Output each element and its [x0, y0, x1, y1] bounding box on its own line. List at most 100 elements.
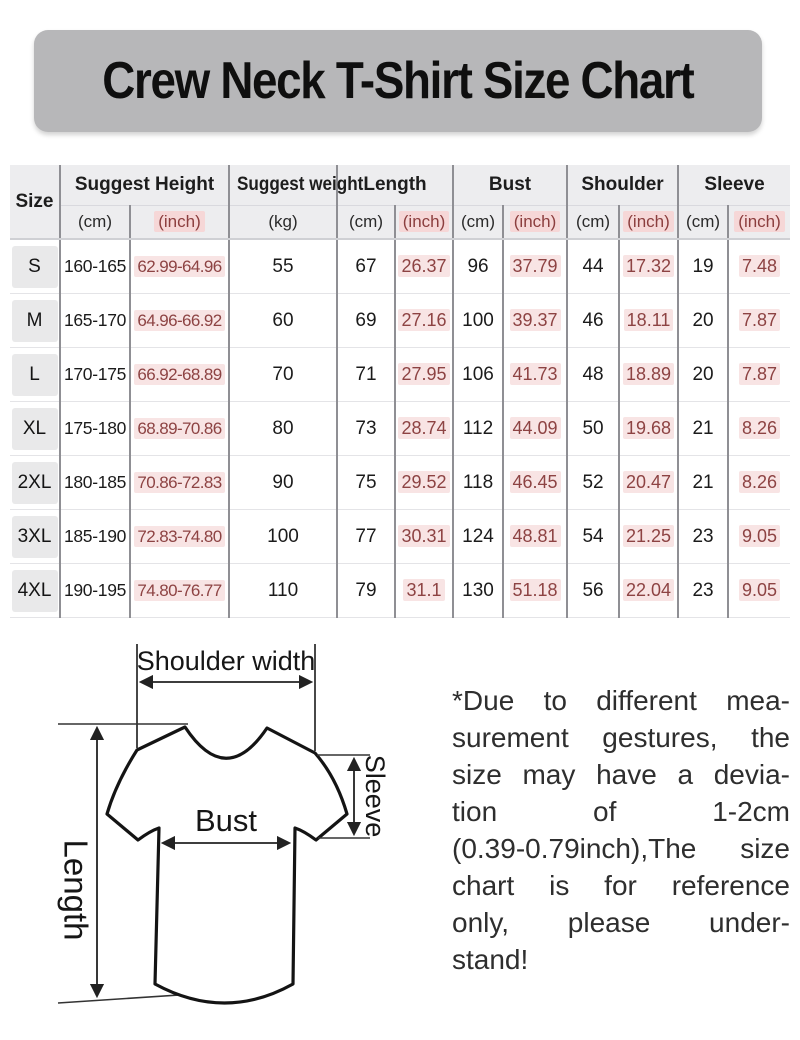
- sleeve-cm-cell: 20: [678, 293, 730, 348]
- sleeve-inch-value: 7.87: [739, 363, 781, 385]
- tshirt-diagram: Shoulder width Length Bust Sleeve: [58, 644, 390, 1005]
- shoulder-inch-value: 17.32: [623, 255, 675, 277]
- weight-kg-cell: 100: [229, 509, 338, 564]
- shoulder-cm-cell: 44: [567, 239, 621, 294]
- shoulder-inch-cell: 22.04: [619, 563, 680, 618]
- bust-inch-value: 51.18: [509, 579, 561, 601]
- sleeve-cm-cell: 23: [678, 509, 730, 564]
- length-inch-value: 26.37: [398, 255, 450, 277]
- table-row-s: S 160-165 62.99-64.96 55 67 26.37 96 37.…: [10, 239, 791, 294]
- sleeve-cm-cell: 19: [678, 239, 730, 294]
- shoulder-inch-cell: 18.11: [619, 293, 680, 348]
- bust-cm-cell: 106: [453, 347, 505, 402]
- height-cm-cell: 190-195: [60, 563, 131, 618]
- note-line: tion of 1-2cm: [452, 796, 790, 827]
- bust-cm-cell: 100: [453, 293, 505, 348]
- shoulder-cm-cell: 56: [567, 563, 621, 618]
- unit-cm-header: (cm): [567, 205, 621, 240]
- height-cm-cell: 170-175: [60, 347, 131, 402]
- weight-kg-cell: 80: [229, 401, 338, 456]
- shoulder-inch-value: 21.25: [623, 525, 675, 547]
- size-cell: 4XL: [10, 563, 61, 618]
- bust-cm-cell: 124: [453, 509, 505, 564]
- sleeve-inch-value: 7.48: [739, 255, 781, 277]
- length-inch-cell: 30.31: [395, 509, 455, 564]
- height-cm-cell: 180-185: [60, 455, 131, 510]
- disclaimer-note: *Due to different mea- surement gestures…: [452, 682, 790, 978]
- length-cm-cell: 71: [337, 347, 396, 402]
- size-badge: XL: [11, 407, 58, 450]
- sleeve-inch-cell: 8.26: [728, 401, 791, 456]
- table-row-3xl: 3XL 185-190 72.83-74.80 100 77 30.31 124…: [10, 509, 791, 564]
- sleeve-cm-cell: 21: [678, 455, 730, 510]
- size-cell: 2XL: [10, 455, 61, 510]
- length-cm-cell: 75: [337, 455, 396, 510]
- th-suggest-weight: Suggest weight: [229, 165, 363, 206]
- bust-label: Bust: [195, 803, 257, 838]
- height-cm-cell: 160-165: [60, 239, 131, 294]
- size-cell: S: [10, 239, 61, 294]
- table-row-xl: XL 175-180 68.89-70.86 80 73 28.74 112 4…: [10, 401, 791, 456]
- unit-inch-label: (inch): [623, 211, 674, 232]
- sleeve-inch-value: 9.05: [739, 525, 781, 547]
- shoulder-inch-cell: 20.47: [619, 455, 680, 510]
- length-label: Length: [58, 840, 95, 941]
- th-size: Size: [10, 165, 61, 240]
- shoulder-cm-cell: 52: [567, 455, 621, 510]
- length-inch-cell: 27.95: [395, 347, 455, 402]
- height-inch-cell: 70.86-72.83: [130, 455, 230, 510]
- size-chart-table: Size Suggest Height Suggest weight Lengt…: [10, 165, 791, 618]
- unit-kg-header: (kg): [229, 205, 338, 240]
- title-banner: Crew Neck T-Shirt Size Chart: [34, 30, 762, 132]
- unit-cm-header: (cm): [60, 205, 131, 240]
- bust-cm-cell: 112: [453, 401, 505, 456]
- length-cm-cell: 69: [337, 293, 396, 348]
- shoulder-inch-cell: 17.32: [619, 239, 680, 294]
- sleeve-inch-cell: 7.87: [728, 347, 791, 402]
- unit-inch-header: (inch): [130, 205, 230, 240]
- sleeve-inch-value: 8.26: [739, 417, 781, 439]
- weight-kg-cell: 55: [229, 239, 338, 294]
- unit-inch-label: (inch): [398, 211, 450, 232]
- length-inch-cell: 29.52: [395, 455, 455, 510]
- note-line: only, please under-: [452, 907, 790, 938]
- bust-inch-value: 46.45: [509, 471, 561, 493]
- shoulder-width-label: Shoulder width: [137, 646, 316, 676]
- height-inch-value: 74.80-76.77: [134, 579, 225, 601]
- bust-cm-cell: 130: [453, 563, 505, 618]
- table-row-4xl: 4XL 190-195 74.80-76.77 110 79 31.1 130 …: [10, 563, 791, 618]
- size-badge: L: [11, 353, 58, 396]
- weight-kg-cell: 60: [229, 293, 338, 348]
- length-inch-cell: 28.74: [395, 401, 455, 456]
- length-inch-value: 29.52: [398, 471, 450, 493]
- size-cell: L: [10, 347, 61, 402]
- height-inch-value: 70.86-72.83: [134, 471, 225, 493]
- size-badge: S: [11, 245, 58, 288]
- length-inch-value: 28.74: [398, 417, 450, 439]
- unit-cm-header: (cm): [678, 205, 730, 240]
- shoulder-inch-value: 20.47: [623, 471, 675, 493]
- note-line: chart is for reference: [452, 870, 790, 901]
- sleeve-inch-value: 8.26: [739, 471, 781, 493]
- table-group-header-row: Size Suggest Height Suggest weight Lengt…: [10, 165, 791, 240]
- height-inch-value: 64.96-66.92: [134, 309, 225, 331]
- size-cell: XL: [10, 401, 61, 456]
- bust-inch-value: 44.09: [509, 417, 561, 439]
- shoulder-inch-value: 18.89: [623, 363, 675, 385]
- th-sleeve: Sleeve: [678, 165, 791, 206]
- th-shoulder: Shoulder: [567, 165, 680, 206]
- height-inch-value: 72.83-74.80: [134, 525, 225, 547]
- bust-inch-cell: 48.81: [503, 509, 569, 564]
- sleeve-inch-cell: 7.48: [728, 239, 791, 294]
- unit-inch-label: (inch): [154, 211, 205, 232]
- bust-inch-cell: 37.79: [503, 239, 569, 294]
- sleeve-inch-value: 9.05: [739, 579, 781, 601]
- shoulder-cm-cell: 50: [567, 401, 621, 456]
- note-line: (0.39-0.79inch),The size: [452, 833, 790, 864]
- weight-kg-cell: 110: [229, 563, 338, 618]
- bust-cm-cell: 118: [453, 455, 505, 510]
- length-inch-value: 31.1: [403, 579, 445, 601]
- table-row-2xl: 2XL 180-185 70.86-72.83 90 75 29.52 118 …: [10, 455, 791, 510]
- th-suggest-height: Suggest Height: [60, 165, 230, 206]
